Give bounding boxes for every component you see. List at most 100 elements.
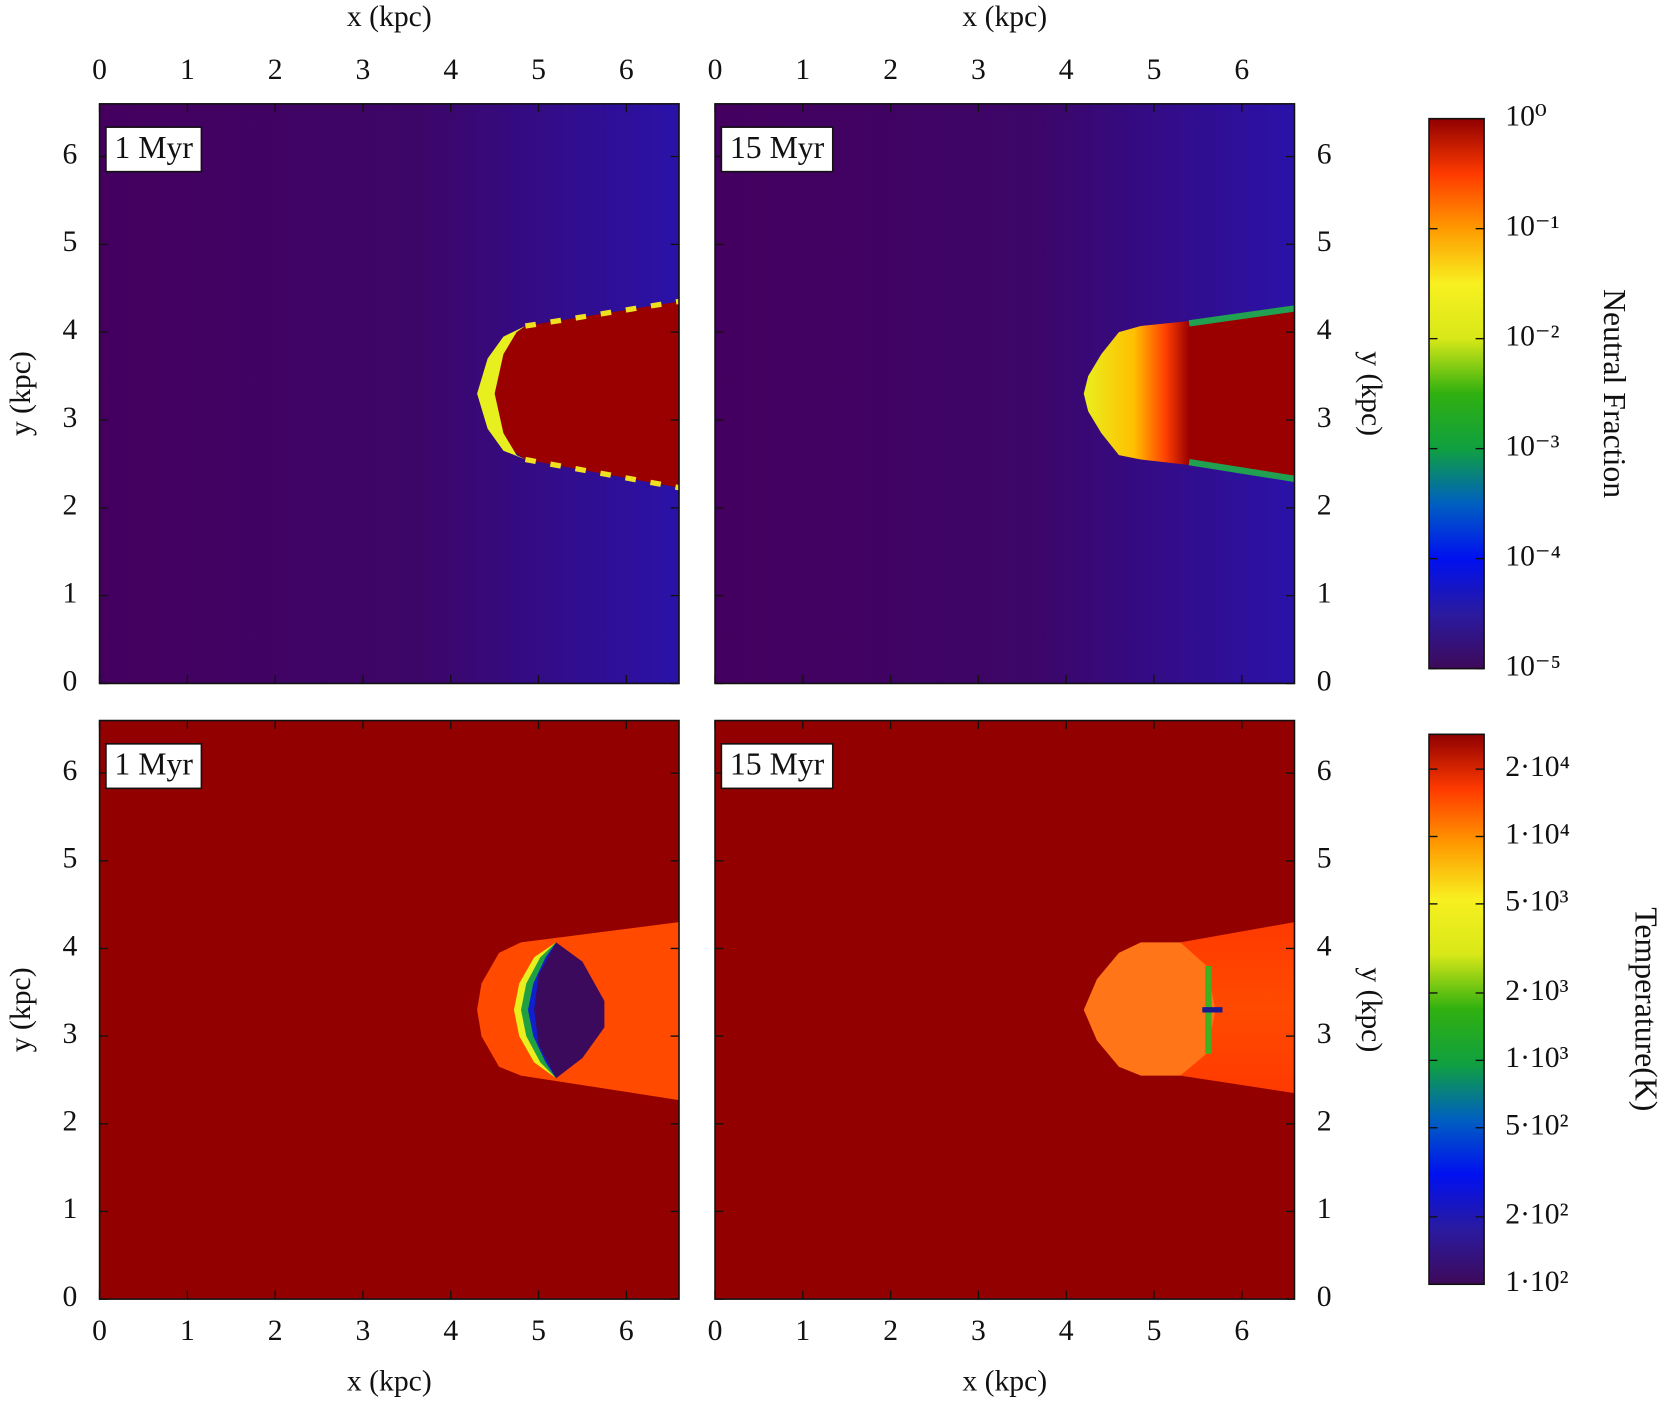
y-tick-label: 2 — [1317, 490, 1332, 522]
x-tick-label: 2 — [883, 54, 898, 86]
colorbar-tick-label: 5·10² — [1505, 1110, 1568, 1142]
annotation-box — [105, 126, 203, 173]
annotation: 1 Myr — [114, 746, 193, 781]
colorbar-tick-label: 10⁻¹ — [1505, 210, 1559, 242]
annotation: 15 Myr — [730, 130, 825, 165]
x-tick-label: 0 — [708, 54, 723, 86]
plot-frame — [98, 103, 680, 685]
colorbar-frame — [1428, 733, 1485, 1286]
y-tick-label: 1 — [1317, 577, 1332, 609]
shadow-edge — [1188, 459, 1295, 482]
x-tick-label: 2 — [883, 1315, 898, 1347]
y-tick-label: 5 — [1317, 843, 1332, 875]
plot-frame — [714, 103, 1296, 685]
colorbar-tick-label: 10⁻³ — [1505, 430, 1559, 462]
x-tick-label: 4 — [443, 54, 458, 86]
x-axis-label: x (kpc) — [347, 1366, 432, 1398]
colorbar — [1429, 118, 1485, 669]
y-tick-label: 5 — [63, 226, 78, 258]
y-tick-label: 1 — [1317, 1193, 1332, 1225]
colorbar-tick-label: 1·10³ — [1505, 1042, 1568, 1074]
y-tick-label: 1 — [63, 1193, 78, 1225]
colorbar-tick-label: 5·10³ — [1505, 886, 1568, 918]
x-axis-label: x (kpc) — [962, 1366, 1047, 1398]
x-tick-label: 5 — [1147, 54, 1162, 86]
cold-region — [534, 942, 605, 1079]
y-tick-label: 2 — [63, 490, 78, 522]
x-tick-label: 0 — [92, 1315, 107, 1347]
y-axis-label: y (kpc) — [5, 967, 37, 1052]
y-tick-label: 3 — [1317, 402, 1332, 434]
colorbar — [1429, 734, 1485, 1285]
x-tick-label: 3 — [356, 1315, 371, 1347]
x-axis-label: x (kpc) — [347, 1, 432, 33]
colorbar-tick-label: 1·10⁴ — [1505, 818, 1570, 850]
colorbar-tick-label: 2·10² — [1505, 1199, 1568, 1231]
colorbar-label: Neutral Fraction — [1597, 289, 1632, 498]
colorbar-tick-label: 10⁻⁴ — [1505, 540, 1561, 572]
x-tick-label: 4 — [1059, 54, 1074, 86]
ionization-front — [477, 326, 526, 460]
shadow-edge — [524, 456, 680, 491]
x-axis-label: x (kpc) — [962, 1, 1047, 33]
y-tick-label: 2 — [1317, 1106, 1332, 1138]
shadow-region — [1083, 310, 1295, 478]
x-tick-label: 3 — [971, 54, 986, 86]
x-tick-label: 5 — [1147, 1315, 1162, 1347]
y-axis-label: y (kpc) — [1355, 351, 1387, 436]
x-tick-label: 2 — [268, 54, 283, 86]
y-tick-label: 0 — [1317, 665, 1332, 697]
colorbar-tick-label: 10⁻⁵ — [1505, 650, 1561, 682]
colorbar-tick-label: 2·10⁴ — [1505, 751, 1570, 783]
y-tick-label: 6 — [1317, 755, 1332, 787]
x-tick-label: 5 — [531, 1315, 546, 1347]
x-tick-label: 6 — [1234, 1315, 1249, 1347]
y-tick-label: 3 — [63, 402, 78, 434]
y-tick-label: 0 — [1317, 1281, 1332, 1313]
y-tick-label: 3 — [63, 1018, 78, 1050]
x-tick-label: 0 — [708, 1315, 723, 1347]
y-tick-label: 0 — [63, 1281, 78, 1313]
y-axis-label: y (kpc) — [1355, 967, 1387, 1052]
x-tick-label: 0 — [92, 54, 107, 86]
x-tick-label: 2 — [268, 1315, 283, 1347]
y-tick-label: 3 — [1317, 1018, 1332, 1050]
x-tick-label: 6 — [1234, 54, 1249, 86]
shadow-edge — [524, 298, 680, 329]
colorbar-frame — [1428, 117, 1485, 670]
annotation: 15 Myr — [730, 746, 825, 781]
annotation-box — [105, 743, 203, 790]
x-tick-label: 4 — [443, 1315, 458, 1347]
colorbar-tick-label: 10⁻² — [1505, 320, 1559, 352]
y-tick-label: 6 — [63, 755, 78, 787]
y-tick-label: 5 — [1317, 226, 1332, 258]
x-tick-label: 1 — [795, 1315, 810, 1347]
plot-frame — [98, 719, 680, 1300]
x-tick-label: 5 — [531, 54, 546, 86]
shadow-region — [481, 301, 680, 488]
y-tick-label: 4 — [1317, 930, 1332, 962]
y-tick-label: 2 — [63, 1106, 78, 1138]
x-tick-label: 4 — [1059, 1315, 1074, 1347]
annotation-box — [720, 126, 834, 173]
colorbar-tick-label: 1·10² — [1505, 1266, 1568, 1298]
annotation-box — [720, 743, 834, 790]
x-tick-label: 6 — [619, 1315, 634, 1347]
y-tick-label: 6 — [63, 138, 78, 170]
colorbar-tick-label: 10⁰ — [1505, 100, 1547, 132]
x-tick-label: 3 — [971, 1315, 986, 1347]
annotation: 1 Myr — [114, 130, 193, 165]
y-tick-label: 1 — [63, 577, 78, 609]
x-tick-label: 1 — [795, 54, 810, 86]
x-tick-label: 6 — [619, 54, 634, 86]
y-tick-label: 4 — [63, 314, 78, 346]
y-tick-label: 5 — [63, 843, 78, 875]
colorbar-label: Temperature(K) — [1629, 907, 1661, 1111]
shadow-edge — [1188, 305, 1295, 327]
heated-region — [1083, 942, 1216, 1076]
plot-frame — [714, 719, 1296, 1300]
y-tick-label: 4 — [63, 930, 78, 962]
y-tick-label: 4 — [1317, 314, 1332, 346]
